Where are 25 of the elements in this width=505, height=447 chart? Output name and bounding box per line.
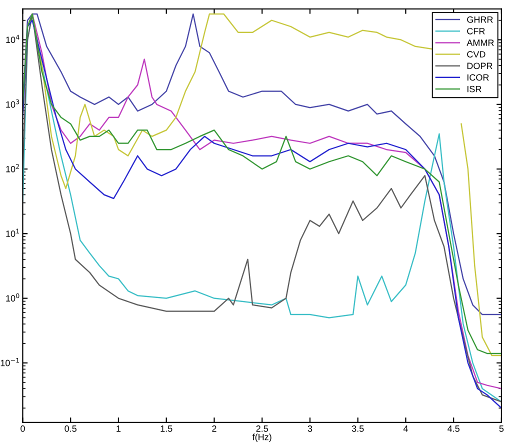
legend-label: ISR [467, 86, 482, 92]
x-tick-label: 3 [308, 425, 312, 432]
legend-label: ICOR [467, 74, 489, 81]
x-tick-label: 5 [499, 426, 504, 432]
x-tick-label: 0.5 [64, 425, 76, 432]
y-tick-label: 10$^{0}$ [6, 293, 20, 302]
x-tick-label: 0 [20, 425, 25, 432]
y-tick-label: 10$^{−1}$ [0, 358, 20, 366]
x-tick-label: 3.5 [352, 425, 364, 432]
y-tick-label: 10$^{3}$ [6, 99, 20, 108]
x-axis-title: f(Hz) [252, 434, 272, 442]
x-tick-label: 2.5 [256, 425, 268, 432]
x-tick-label: 4.5 [448, 426, 460, 432]
legend-label: CFR [467, 28, 485, 34]
x-tick-label: 1.5 [160, 426, 172, 432]
y-tick-label: 10$^{4}$ [6, 34, 20, 44]
y-tick-label: 10$^{2}$ [6, 164, 20, 172]
x-tick-label: 4 [403, 426, 408, 432]
x-tick-label: 1 [116, 426, 121, 432]
y-tick-label: 10$^{1}$ [6, 228, 20, 237]
legend-label: GHRR [467, 16, 493, 23]
legend-label: AMMR [466, 40, 494, 46]
legend-label: DOPR [467, 62, 492, 70]
legend-label: CVD [467, 51, 486, 58]
x-tick-label: 2 [212, 425, 216, 432]
